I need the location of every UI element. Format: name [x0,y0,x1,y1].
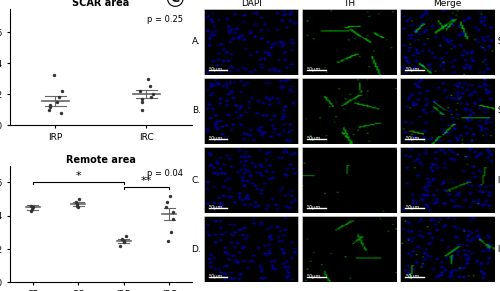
Point [28,203,36,208]
Text: 50μm: 50μm [208,67,223,72]
Text: 50μm: 50μm [405,136,419,141]
Point [74,203,82,208]
Point [120,240,128,245]
Text: Sham placebo: Sham placebo [498,38,500,47]
Point [58,89,66,93]
Point [28,207,36,212]
Text: **: ** [141,176,152,186]
Text: *: * [76,171,81,181]
Point [118,237,126,241]
Point [168,230,175,235]
Text: 50μm: 50μm [405,274,419,279]
Text: 50μm: 50μm [307,67,321,72]
Text: 50μm: 50μm [307,205,321,210]
Point [116,243,124,248]
Title: Remote area: Remote area [66,155,136,165]
Point [45,107,53,112]
Text: 50μm: 50μm [208,274,223,279]
Point [138,96,146,101]
Point [29,205,37,210]
Text: 50μm: 50μm [208,205,223,210]
Y-axis label: C.: C. [192,175,201,184]
Point [163,200,171,205]
Point [168,210,176,215]
Text: 50μm: 50μm [307,136,321,141]
Point [27,208,35,213]
Point [53,100,61,104]
Point [168,217,176,221]
Point [72,200,80,205]
Point [57,110,65,115]
Point [146,84,154,89]
Point [166,194,174,198]
Text: I/R placebo: I/R placebo [498,175,500,184]
Point [162,205,170,210]
Text: 50μm: 50μm [405,205,419,210]
Point [122,233,130,238]
Title: TH: TH [344,0,355,8]
Point [148,95,156,100]
Point [75,197,83,201]
Point [150,92,158,96]
Y-axis label: D.: D. [192,244,201,253]
Point [138,100,146,104]
Title: SCAR area: SCAR area [72,0,130,8]
Point [74,205,82,210]
Point [136,89,143,93]
Text: p = 0.25: p = 0.25 [147,15,183,24]
Y-axis label: A.: A. [192,38,201,47]
Point [144,76,152,81]
Point [72,202,80,206]
Text: Sham colchinine: Sham colchinine [498,107,500,116]
Text: 50μm: 50μm [405,67,419,72]
Point [138,107,146,112]
Point [55,95,63,100]
Point [50,73,58,78]
Point [46,104,54,109]
Text: p = 0.04: p = 0.04 [147,169,183,178]
Point [46,103,54,107]
Y-axis label: B.: B. [192,107,201,116]
Title: Merge: Merge [434,0,462,8]
Text: C: C [170,0,180,5]
Text: I/R colchicine: I/R colchicine [498,244,500,253]
Point [164,238,172,243]
Title: DAPI: DAPI [240,0,262,8]
Text: 50μm: 50μm [307,274,321,279]
Text: 50μm: 50μm [208,136,223,141]
Point [120,238,128,243]
